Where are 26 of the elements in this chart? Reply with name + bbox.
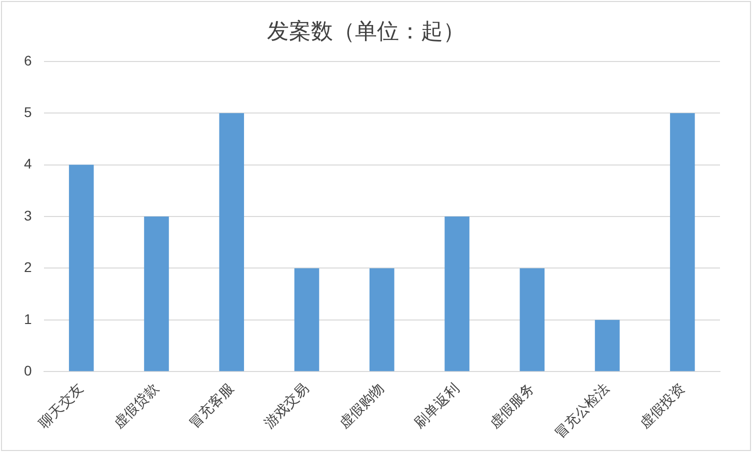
bar — [369, 268, 394, 372]
y-tick-label: 0 — [24, 362, 32, 378]
y-tick-label: 5 — [24, 104, 32, 120]
x-tick-label: 冒充公检法 — [551, 380, 612, 441]
bar — [594, 320, 620, 372]
bar — [670, 113, 695, 372]
x-tick-label: 游戏交易 — [260, 380, 312, 432]
bar — [219, 113, 244, 372]
x-tick-label: 虚假贷款 — [110, 380, 162, 432]
y-tick-label: 3 — [24, 207, 32, 224]
x-tick-label: 虚假服务 — [486, 380, 538, 432]
x-tick-label: 刷单返利 — [410, 380, 462, 432]
bar — [294, 268, 320, 372]
chart-title: 发案数（单位：起） — [267, 18, 465, 44]
y-tick-label: 4 — [24, 156, 32, 172]
x-tick-label: 虚假投资 — [636, 380, 688, 432]
bar — [444, 216, 470, 372]
bar — [520, 268, 545, 372]
bar — [144, 216, 169, 372]
y-tick-label: 1 — [24, 310, 32, 327]
bar — [68, 164, 94, 372]
x-tick-label: 聊天交友 — [35, 380, 86, 432]
x-tick-label: 虚假购物 — [336, 380, 387, 432]
x-tick-label: 冒充客服 — [186, 380, 236, 432]
y-tick-label: 6 — [24, 52, 32, 68]
y-tick-label: 2 — [24, 259, 32, 276]
